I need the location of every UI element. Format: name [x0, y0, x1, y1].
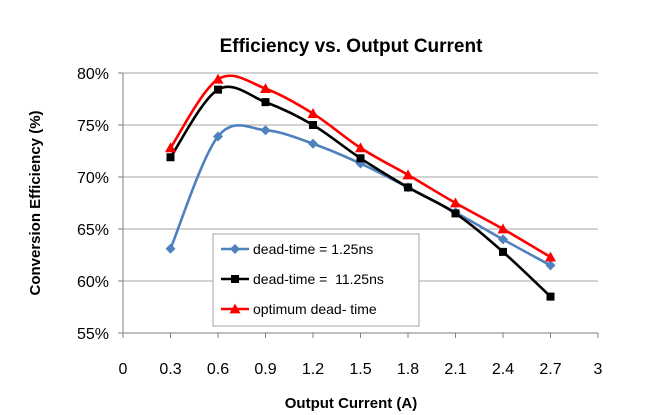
data-point-s0-p2	[260, 125, 271, 136]
y-tick-label-3: 70%	[77, 170, 109, 187]
data-point-s1-p8	[546, 292, 555, 301]
data-point-s0-p0	[165, 243, 176, 254]
x-tick-label-10: 3	[594, 361, 603, 378]
legend-marker-2	[229, 303, 241, 314]
legend-label-1: dead-time = 11.25ns	[253, 271, 384, 287]
data-point-s1-p1	[214, 85, 222, 94]
data-point-s2-p4	[355, 142, 366, 153]
legend-label-0: dead-time = 1.25ns	[253, 241, 373, 257]
data-point-s0-p8	[545, 260, 556, 271]
gridlines	[123, 72, 598, 282]
data-point-s2-p2	[260, 83, 271, 93]
data-point-s0-p1	[213, 131, 223, 142]
data-point-s2-p5	[402, 169, 414, 180]
y-tick-labels: 55% 60% 65% 70% 75% 80%	[77, 66, 109, 343]
y-tick-label-5: 80%	[77, 66, 109, 83]
legend-marker-0	[230, 244, 240, 254]
x-tick-label-3: 0.9	[254, 361, 276, 378]
axes	[118, 72, 599, 338]
x-tick-label-4: 1.2	[302, 361, 324, 378]
chart-title: Efficiency vs. Output Current	[220, 36, 484, 57]
data-point-s1-p2	[261, 98, 270, 107]
x-tick-labels: 0 0.3 0.6 0.9 1.2 1.5 1.8 2.1 2.4 2.7 3	[119, 361, 603, 378]
legend: dead-time = 1.25ns dead-time = 11.25ns opt…	[212, 233, 420, 327]
data-point-s2-p3	[307, 108, 319, 118]
data-point-s1-p4	[356, 154, 365, 163]
data-point-s0-p3	[308, 138, 318, 149]
x-tick-label-0: 0	[119, 361, 128, 378]
x-tick-label-1: 0.3	[159, 361, 181, 378]
data-point-s2-p7	[497, 223, 509, 234]
x-axis-label: Output Current (A)	[285, 395, 417, 412]
x-tick-label-2: 0.6	[207, 361, 229, 378]
data-point-s1-p3	[309, 121, 317, 129]
data-point-s2-p6	[450, 197, 461, 208]
data-point-s1-p5	[404, 183, 412, 192]
x-tick-label-7: 2.1	[444, 361, 466, 378]
data-point-s2-p0	[165, 142, 176, 153]
y-tick-label-0: 55%	[77, 326, 109, 343]
data-point-s1-p0	[166, 153, 175, 162]
x-tick-label-5: 1.5	[349, 361, 371, 378]
y-axis-label: Conversion Efficiency (%)	[27, 110, 44, 295]
data-point-s1-p7	[499, 247, 507, 256]
x-tick-label-8: 2.4	[492, 361, 514, 378]
x-tick-label-9: 2.7	[539, 361, 561, 378]
legend-marker-1	[231, 275, 239, 283]
series-group	[165, 73, 556, 301]
x-tick-label-6: 1.8	[397, 361, 419, 378]
data-point-s2-p8	[545, 251, 556, 262]
data-point-s0-p7	[498, 234, 508, 245]
y-tick-label-4: 75%	[77, 118, 109, 135]
y-tick-label-2: 65%	[77, 222, 109, 239]
data-point-s2-p1	[212, 73, 224, 84]
data-point-s1-p6	[451, 209, 460, 218]
legend-label-2: optimum dead- time	[253, 301, 377, 317]
y-tick-label-1: 60%	[77, 274, 109, 291]
